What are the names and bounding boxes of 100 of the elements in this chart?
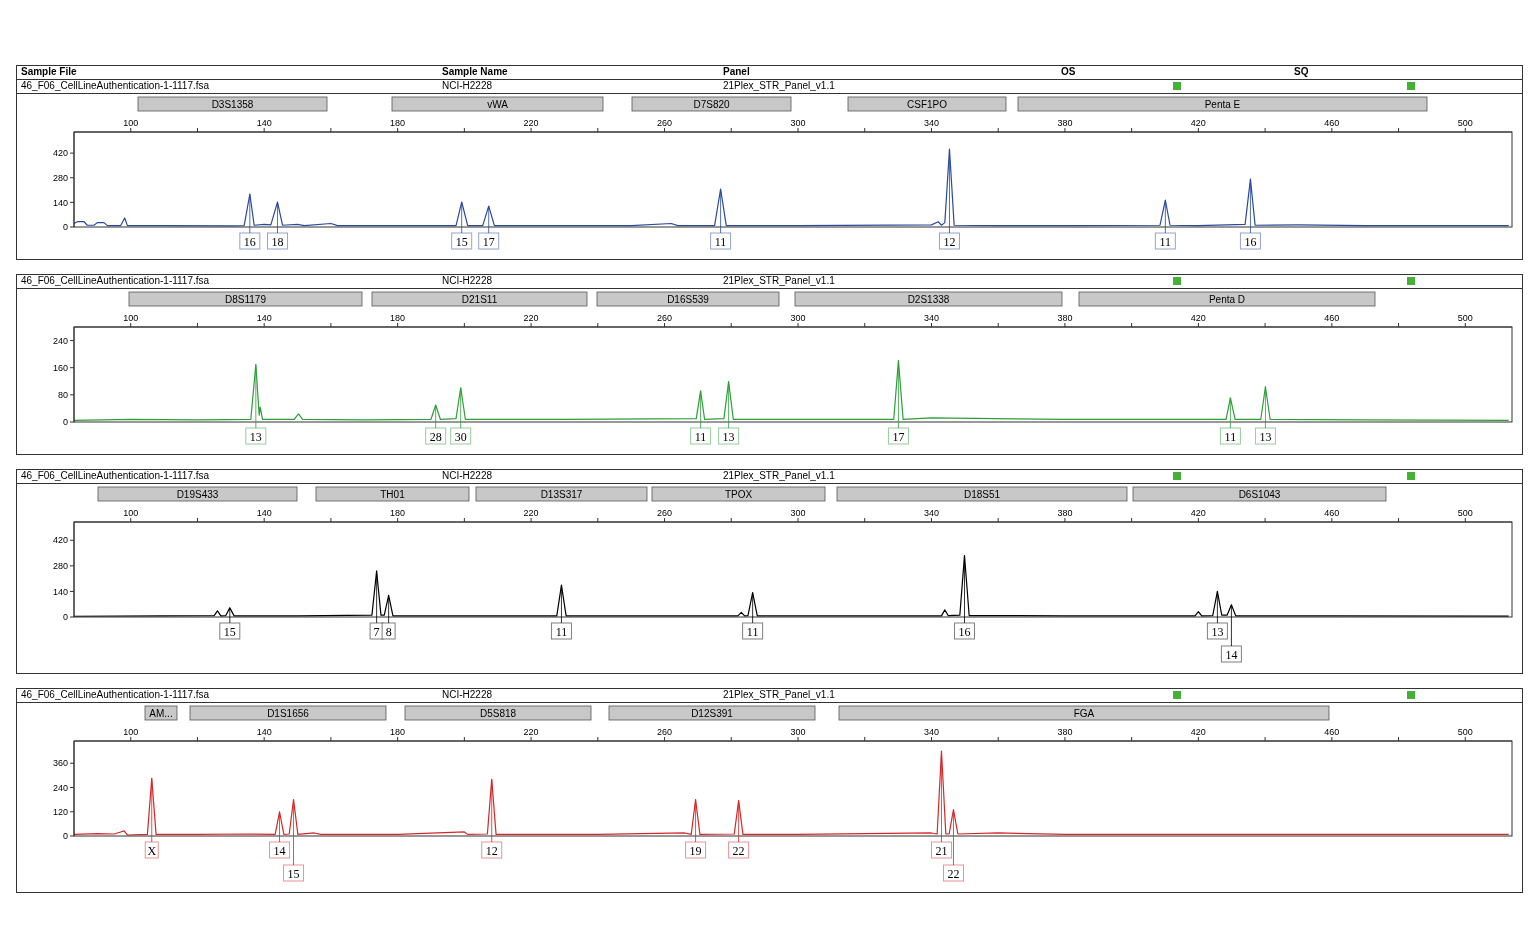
x-tick-label: 460 [1324, 118, 1340, 128]
text: 46_F06_CellLineAuthentication-1-1117.fsa [21, 470, 210, 481]
y-tick-label: 0 [62, 417, 68, 428]
x-tick-label: 380 [1057, 508, 1073, 518]
x-tick-label: 100 [123, 727, 139, 737]
annotation: 18 [271, 234, 284, 249]
annotation: 13 [722, 429, 735, 444]
x-tick-label: 180 [390, 727, 406, 737]
text: D3S1358 [211, 99, 254, 110]
text: D5S818 [479, 708, 517, 719]
y-tick-label: 0 [62, 612, 68, 623]
x-tick-label: 180 [390, 118, 406, 128]
annotation: 11 [555, 624, 568, 639]
x-tick-label: 260 [657, 727, 673, 737]
text: 46_F06_CellLineAuthentication-1-1117.fsa [21, 80, 210, 91]
text: CSF1PO [906, 99, 948, 110]
x-tick-label: 140 [256, 727, 272, 737]
annotation: 11 [714, 234, 727, 249]
x-tick-label: 220 [523, 727, 539, 737]
x-tick-label: 420 [1190, 508, 1206, 518]
text: NCI-H2228 [442, 275, 493, 286]
annotation: 14 [273, 843, 286, 858]
text: D19S433 [176, 489, 219, 500]
annotation: 22 [947, 866, 960, 881]
y-tick-label: 280 [52, 172, 68, 183]
text: OS [1061, 66, 1076, 77]
annotation: 28 [429, 429, 442, 444]
text: D21S11 [461, 294, 498, 305]
x-tick-label: 380 [1057, 727, 1073, 737]
text: FGA [1073, 708, 1095, 719]
y-tick-label: 360 [52, 758, 68, 769]
x-tick-label: 300 [790, 118, 806, 128]
y-tick-label: 80 [57, 390, 68, 401]
text: D6S1043 [1238, 489, 1281, 500]
text: NCI-H2228 [442, 470, 493, 481]
annotation: 8 [385, 624, 392, 639]
x-tick-label: 100 [123, 313, 139, 323]
x-tick-label: 500 [1457, 313, 1473, 323]
x-tick-label: 300 [790, 727, 806, 737]
x-tick-label: 500 [1457, 727, 1473, 737]
text: 46_F06_CellLineAuthentication-1-1117.fsa [21, 275, 210, 286]
x-tick-label: 420 [1190, 313, 1206, 323]
text: D16S539 [667, 294, 710, 305]
text: D1S1656 [267, 708, 310, 719]
y-tick-label: 120 [52, 806, 68, 817]
x-tick-label: 460 [1324, 508, 1340, 518]
annotation: 13 [1259, 429, 1272, 444]
text: 21Plex_STR_Panel_v1.1 [723, 689, 835, 700]
text: NCI-H2228 [442, 689, 493, 700]
x-tick-label: 140 [256, 118, 272, 128]
x-tick-label: 460 [1324, 727, 1340, 737]
x-tick-label: 260 [657, 508, 673, 518]
annotation: 7 [373, 624, 380, 639]
y-tick-label: 140 [52, 197, 68, 208]
annotation: 11 [1224, 429, 1237, 444]
x-tick-label: 380 [1057, 313, 1073, 323]
x-tick-label: 380 [1057, 118, 1073, 128]
x-tick-label: 180 [390, 508, 406, 518]
text: D18S51 [963, 489, 1001, 500]
text: TPOX [724, 489, 753, 500]
annotation: 17 [892, 429, 905, 444]
x-tick-label: 100 [123, 118, 139, 128]
y-tick-label: 240 [52, 335, 68, 346]
x-tick-label: 220 [523, 508, 539, 518]
x-tick-label: 260 [657, 118, 673, 128]
annotation: 16 [958, 624, 971, 639]
y-tick-label: 140 [52, 586, 68, 597]
y-tick-label: 160 [52, 362, 68, 373]
annotation: 12 [943, 234, 956, 249]
x-tick-label: 340 [923, 727, 939, 737]
x-tick-label: 220 [523, 313, 539, 323]
x-tick-label: 420 [1190, 727, 1206, 737]
x-tick-label: 140 [256, 313, 272, 323]
y-tick-label: 420 [52, 535, 68, 546]
text: 21Plex_STR_Panel_v1.1 [723, 470, 835, 481]
x-tick-label: 260 [657, 313, 673, 323]
x-tick-label: 180 [390, 313, 406, 323]
text: 21Plex_STR_Panel_v1.1 [723, 275, 835, 286]
y-tick-label: 240 [52, 782, 68, 793]
annotation: 16 [1244, 234, 1257, 249]
annotation: 15 [223, 624, 236, 639]
y-tick-label: 0 [62, 831, 68, 842]
x-tick-label: 420 [1190, 118, 1206, 128]
annotation: 17 [482, 234, 495, 249]
annotation: 19 [689, 843, 702, 858]
x-tick-label: 500 [1457, 118, 1473, 128]
text: NCI-H2228 [442, 80, 493, 91]
annotation: 15 [455, 234, 468, 249]
y-tick-label: 280 [52, 561, 68, 572]
annotation: 11 [746, 624, 759, 639]
x-tick-label: 340 [923, 313, 939, 323]
annotation: 12 [485, 843, 498, 858]
text: Sample File [21, 66, 77, 77]
annotation: 11 [694, 429, 707, 444]
text: D13S317 [540, 489, 583, 500]
y-tick-label: 420 [52, 148, 68, 159]
annotation: 13 [249, 429, 262, 444]
text: D7S820 [693, 99, 731, 110]
x-tick-label: 300 [790, 313, 806, 323]
annotation: 15 [287, 866, 300, 881]
